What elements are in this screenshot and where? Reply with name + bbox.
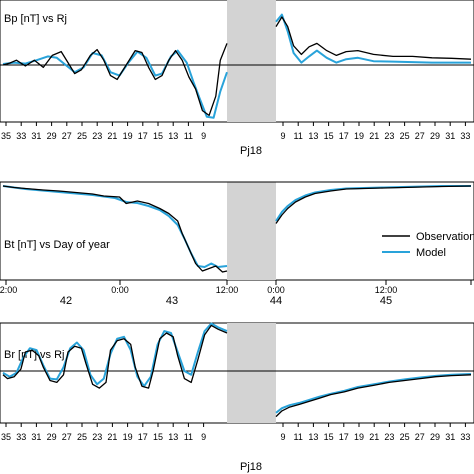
x-tick-label-left-0: 15	[153, 131, 163, 141]
time-tick-label: 12:00	[375, 285, 398, 295]
x-tick-label-left-0: 35	[1, 131, 11, 141]
x-tick-label-right-2: 21	[369, 432, 379, 442]
x-tick-label-right-2: 33	[460, 432, 470, 442]
x-tick-label-left-0: 27	[62, 131, 72, 141]
legend-label-model: Model	[416, 247, 446, 259]
data-gap-bt	[227, 182, 276, 280]
x-tick-label-left-2: 35	[1, 432, 11, 442]
day-tick-label: 43	[166, 295, 178, 307]
panel-label-br: Br [nT] vs Rj	[4, 349, 65, 361]
x-tick-label-right-2: 19	[354, 432, 364, 442]
x-tick-label-right-0: 17	[339, 131, 349, 141]
x-tick-label-right-0: 15	[324, 131, 334, 141]
x-tick-label-left-2: 29	[47, 432, 57, 442]
x-tick-label-left-2: 15	[153, 432, 163, 442]
x-tick-label-left-0: 29	[47, 131, 57, 141]
series-model-right-1	[275, 185, 471, 222]
time-tick-label: 0:00	[267, 285, 285, 295]
x-tick-label-right-0: 27	[415, 131, 425, 141]
panel-label-bt: Bt [nT] vs Day of year	[4, 239, 110, 251]
x-tick-label-left-0: 9	[201, 131, 206, 141]
panel-label-bp: Bp [nT] vs Rj	[4, 13, 67, 25]
day-tick-label: 44	[270, 295, 282, 307]
x-tick-label-right-0: 29	[430, 131, 440, 141]
x-tick-label-left-2: 23	[92, 432, 102, 442]
x-tick-label-right-2: 29	[430, 432, 440, 442]
x-tick-label-right-2: 31	[445, 432, 455, 442]
x-tick-label-left-2: 19	[123, 432, 133, 442]
series-model-left-1	[2, 185, 228, 268]
day-tick-label: 45	[380, 295, 392, 307]
chart-marks: 35 33 31 29 27 25 23 21 19 17 15 13 11 9 9 11 13 15 17 19 21…	[0, 13, 472, 442]
x-tick-label-left-2: 27	[62, 432, 72, 442]
series-observation-left-0	[2, 43, 228, 117]
series-observation-left-1	[2, 185, 228, 273]
x-tick-label-left-0: 13	[168, 131, 178, 141]
x-tick-label-right-2: 13	[308, 432, 318, 442]
x-tick-label-right-0: 19	[354, 131, 364, 141]
x-tick-label-left-2: 13	[168, 432, 178, 442]
data-gap-br	[227, 323, 276, 423]
series-observation-left-2	[2, 324, 228, 389]
x-tick-label-left-2: 17	[138, 432, 148, 442]
x-tick-label-left-0: 25	[77, 131, 87, 141]
x-tick-label-right-2: 17	[339, 432, 349, 442]
data-gap-bp	[227, 0, 276, 122]
gap-label-top: Pj18	[240, 145, 262, 157]
series-observation-right-0	[275, 16, 472, 60]
x-tick-label-right-2: 23	[384, 432, 394, 442]
x-tick-label-left-0: 11	[184, 131, 193, 141]
x-tick-label-left-2: 21	[107, 432, 117, 442]
x-tick-label-right-0: 25	[400, 131, 410, 141]
x-tick-label-right-0: 31	[445, 131, 455, 141]
day-tick-label: 42	[60, 295, 72, 307]
x-tick-label-right-0: 21	[369, 131, 379, 141]
gap-label-bottom: Pj18	[240, 461, 262, 473]
x-tick-label-left-0: 17	[138, 131, 148, 141]
x-tick-label-right-0: 11	[294, 131, 303, 141]
x-tick-label-right-0: 9	[280, 131, 285, 141]
legend-label-observation: Observation	[416, 231, 474, 243]
x-tick-label-left-0: 31	[31, 131, 41, 141]
x-tick-label-left-0: 21	[107, 131, 117, 141]
x-tick-label-left-2: 11	[184, 432, 193, 442]
series-observation-right-2	[275, 374, 472, 418]
time-tick-label: 12:00	[216, 285, 239, 295]
series-model-right-2	[275, 373, 472, 414]
x-tick-label-left-2: 9	[201, 432, 206, 442]
time-tick-label: 12:00	[0, 285, 17, 295]
x-tick-label-left-0: 19	[123, 131, 133, 141]
series-model-right-0	[275, 13, 471, 64]
x-tick-label-right-0: 13	[308, 131, 318, 141]
x-tick-label-left-0: 23	[92, 131, 102, 141]
x-tick-label-left-0: 33	[16, 131, 26, 141]
x-tick-label-right-2: 15	[324, 432, 334, 442]
x-tick-label-right-2: 27	[415, 432, 425, 442]
x-tick-label-right-0: 23	[384, 131, 394, 141]
x-tick-label-left-2: 25	[77, 432, 87, 442]
x-tick-label-right-2: 25	[400, 432, 410, 442]
x-tick-label-right-2: 9	[280, 432, 285, 442]
x-tick-label-left-2: 33	[16, 432, 26, 442]
x-tick-label-right-2: 11	[294, 432, 303, 442]
x-tick-label-left-2: 31	[31, 432, 41, 442]
time-tick-label: 0:00	[111, 285, 129, 295]
series-observation-right-1	[275, 185, 472, 224]
x-tick-label-right-0: 33	[460, 131, 470, 141]
